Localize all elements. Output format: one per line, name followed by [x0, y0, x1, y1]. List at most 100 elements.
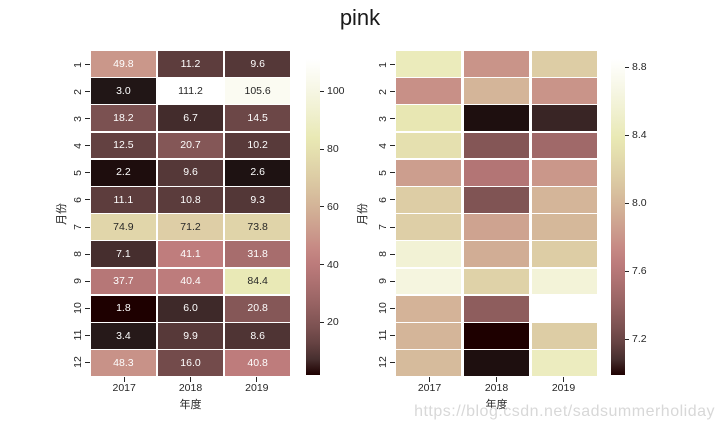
y-tick-label: 5: [72, 169, 84, 176]
tick-mark: [320, 90, 324, 92]
tick-mark: [390, 199, 395, 201]
watermark: https://blog.csdn.net/sadsummerholiday: [414, 403, 715, 420]
y-tick-label: 9: [72, 278, 84, 285]
tick-mark: [85, 226, 90, 228]
heatmap-cell: 111.2: [158, 78, 223, 104]
heatmap-cell: [463, 159, 530, 186]
tick-mark: [320, 264, 324, 266]
heatmap-cell: 73.8: [225, 214, 290, 240]
y-tick-label: 12: [377, 356, 389, 369]
heatmap-cell: 40.4: [158, 268, 223, 295]
y-tick-label: 5: [377, 169, 389, 176]
tick-mark: [390, 307, 395, 309]
tick-mark: [390, 145, 395, 147]
colorbar-tick-label: 20: [327, 316, 339, 329]
heatmap-cell: [396, 159, 462, 186]
colorbar-tick-label: 100: [327, 85, 345, 98]
heatmap-cell: 49.8: [91, 51, 156, 77]
tick-mark: [320, 148, 324, 150]
tick-mark: [85, 334, 90, 336]
heatmap-cell: [463, 186, 530, 213]
y-tick-label: 11: [377, 329, 389, 341]
heatmap-cell: [531, 132, 597, 159]
colorbar-gradient: [306, 59, 320, 375]
tick-mark: [390, 280, 395, 282]
colorbar-gradient: [611, 59, 625, 375]
heatmap-cell: 48.3: [91, 350, 156, 376]
colorbar-tick-label: 7.2: [632, 333, 647, 346]
tick-mark: [390, 64, 395, 66]
tick-mark: [85, 361, 90, 363]
y-tick-label: 8: [377, 251, 389, 258]
tick-mark: [625, 270, 629, 272]
y-tick-label: 10: [377, 302, 389, 315]
heatmap-cell: [531, 268, 597, 295]
tick-mark: [320, 206, 324, 208]
tick-mark: [190, 377, 191, 382]
heatmap-cell: 3.0: [91, 78, 156, 104]
heatmap-cell: [463, 295, 530, 322]
heatmap-cell: 74.9: [91, 214, 156, 240]
heatmap-cell: 16.0: [158, 350, 223, 376]
heatmap-grid: [396, 51, 597, 376]
tick-mark: [625, 338, 629, 340]
heatmap-cell: [531, 350, 597, 376]
heatmap-cell: 2.2: [91, 159, 156, 186]
heatmap-cell: [463, 241, 530, 268]
heatmap-cell: 1.8: [91, 295, 156, 322]
heatmap-cell: 41.1: [158, 241, 223, 268]
heatmap-cell: [396, 295, 462, 322]
heatmap-cell: 11.1: [91, 186, 156, 213]
y-tick-label: 12: [72, 356, 84, 369]
heatmap-cell: 7.1: [91, 241, 156, 268]
heatmap-cell: [396, 51, 462, 77]
x-tick-label: 2017: [417, 382, 442, 394]
tick-mark: [390, 334, 395, 336]
colorbar-tick-label: 40: [327, 258, 339, 271]
heatmap-cell: [463, 322, 530, 349]
heatmap-cell: [463, 268, 530, 295]
heatmap-cell: 71.2: [158, 214, 223, 240]
heatmap-cell: [396, 241, 462, 268]
x-axis-label-left: 年度: [179, 399, 202, 411]
tick-mark: [390, 226, 395, 228]
heatmap-cell: 37.7: [91, 268, 156, 295]
heatmap-cell: [396, 105, 462, 132]
y-tick-label: 7: [72, 224, 84, 230]
tick-mark: [390, 172, 395, 174]
heatmap-cell: [463, 214, 530, 240]
tick-mark: [320, 321, 324, 323]
y-tick-label: 7: [377, 224, 389, 230]
heatmap-cell: [531, 78, 597, 104]
y-tick-label: 4: [377, 142, 389, 149]
heatmap-cell: [531, 214, 597, 240]
heatmap-cell: 10.8: [158, 186, 223, 213]
heatmap-cell: 84.4: [225, 268, 290, 295]
heatmap-cell: 10.2: [225, 132, 290, 159]
y-tick-label: 3: [377, 115, 389, 122]
heatmap-cell: 20.8: [225, 295, 290, 322]
heatmap-cell: [463, 350, 530, 376]
colorbar-tick-label: 60: [327, 200, 339, 213]
heatmap-cell: 9.6: [225, 51, 290, 77]
tick-mark: [625, 202, 629, 204]
heatmap-cell: [396, 322, 462, 349]
y-tick-label: 2: [377, 88, 389, 95]
y-tick-label: 2: [72, 88, 84, 95]
heatmap-cell: 14.5: [225, 105, 290, 132]
tick-mark: [85, 172, 90, 174]
y-tick-label: 6: [72, 197, 84, 203]
heatmap-cell: [531, 241, 597, 268]
tick-mark: [85, 64, 90, 66]
x-tick-label: 2017: [112, 382, 136, 394]
colorbar-tick-label: 8.8: [632, 61, 647, 74]
y-tick-label: 3: [72, 115, 84, 122]
tick-mark: [256, 377, 258, 382]
heatmap-cell: 31.8: [225, 241, 290, 268]
heatmap-cell: 18.2: [91, 105, 156, 132]
tick-mark: [85, 145, 90, 147]
heatmap-cell: 3.4: [91, 322, 156, 349]
heatmap-cell: [396, 186, 462, 213]
y-axis-label-right: 月份: [357, 202, 369, 225]
